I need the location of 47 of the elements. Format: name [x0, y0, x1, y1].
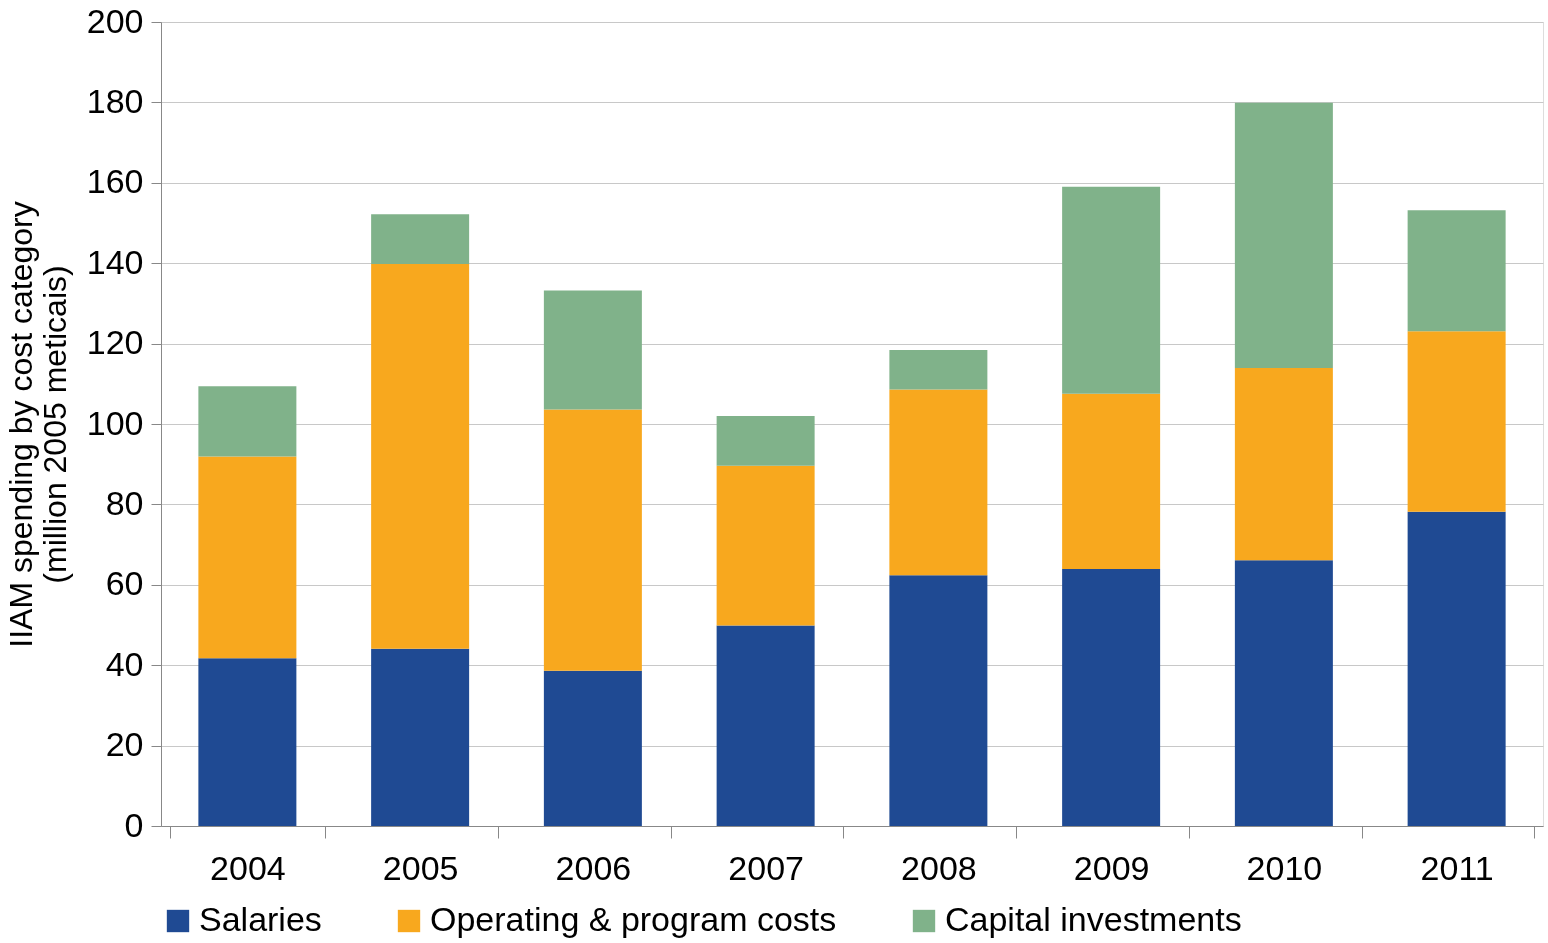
x-tick-label: 2007: [728, 848, 804, 887]
bar: [371, 648, 470, 826]
legend-label: Salaries: [199, 900, 322, 938]
bar: [1234, 102, 1333, 369]
bar: [889, 575, 988, 826]
x-tick-label: 2004: [210, 848, 286, 887]
x-tick-label: 2006: [555, 848, 632, 887]
bar: [198, 456, 297, 659]
y-tick-label: 40: [105, 644, 144, 683]
bar: [889, 389, 988, 576]
bar: [198, 386, 297, 457]
x-tick-label: 2008: [901, 848, 977, 887]
legend-label: Capital investments: [945, 900, 1242, 938]
y-tick-label: 120: [86, 323, 144, 362]
y-tick-label: 200: [86, 1, 144, 40]
y-tick-label: 160: [86, 162, 144, 201]
y-tick-label: 20: [105, 725, 144, 764]
x-tick-label: 2009: [1073, 848, 1150, 887]
bar: [543, 290, 642, 410]
bar: [716, 625, 815, 826]
y-axis-title: IIAM spending by cost category (million 2005 meticais): [2, 201, 73, 648]
bar: [889, 350, 988, 390]
bar: [1062, 186, 1161, 394]
bar: [1234, 368, 1333, 561]
bar: [543, 409, 642, 671]
bar: [1407, 331, 1506, 512]
y-tick-label: 180: [86, 81, 144, 120]
bar: [1407, 511, 1506, 826]
bar: [1062, 393, 1161, 570]
bar: [716, 415, 815, 466]
legend-label: Operating & program costs: [430, 900, 837, 938]
bar: [543, 670, 642, 826]
bar: [1234, 560, 1333, 826]
y-tick-label: 0: [124, 805, 144, 844]
bar: [371, 214, 470, 264]
x-tick-label: 2005: [382, 848, 459, 887]
x-tick-label: 2011: [1420, 848, 1494, 887]
bar: [371, 264, 470, 649]
bar: [198, 658, 297, 826]
bar: [1407, 210, 1506, 332]
y-tick-label: 140: [86, 242, 144, 281]
bar: [716, 465, 815, 626]
bar: [1062, 569, 1161, 826]
y-tick-label: 60: [105, 564, 144, 603]
y-tick-label: 80: [105, 483, 144, 522]
y-tick-label: 100: [86, 403, 144, 442]
x-tick-label: 2010: [1246, 848, 1323, 887]
